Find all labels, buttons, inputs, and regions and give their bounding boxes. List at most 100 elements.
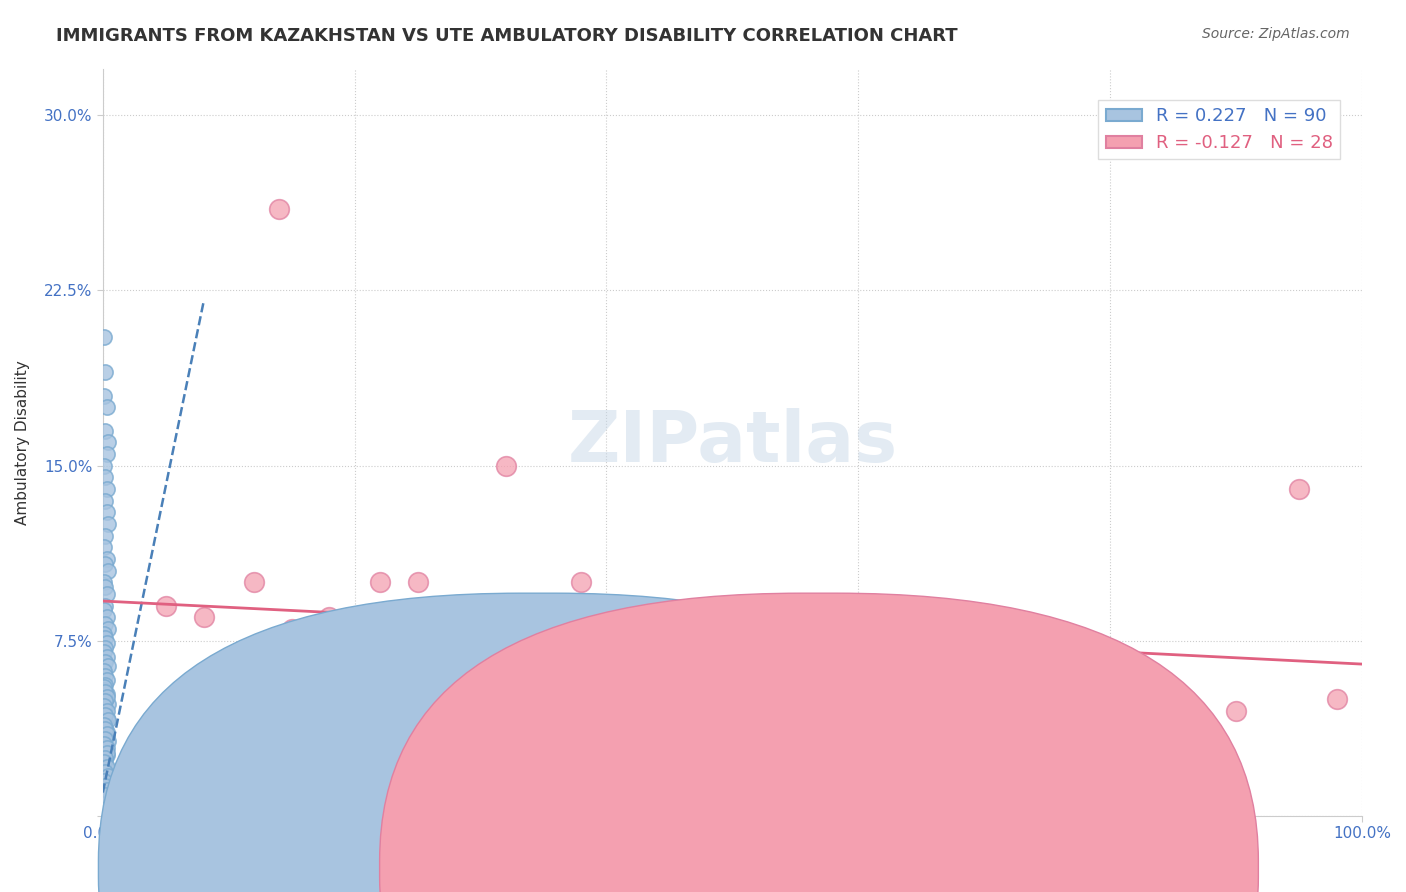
Point (96, 673, 118, 688)
Point (1036, 669, 1059, 683)
Point (97, 697, 120, 711)
Point (368, 575, 391, 590)
Point (96, 724, 118, 739)
Point (97, 734, 120, 748)
Point (569, 575, 592, 590)
Point (94, 528, 117, 542)
Point (94, 764, 117, 779)
Point (93, 757, 115, 772)
Point (93, 755, 115, 769)
Point (96, 636, 118, 650)
Point (94, 731, 117, 746)
Point (1074, 692, 1097, 706)
Point (94, 715, 117, 730)
Point (94, 788, 117, 802)
Point (470, 681, 492, 695)
Point (280, 622, 302, 636)
Point (93, 795, 115, 809)
Point (94, 767, 117, 781)
Point (533, 681, 555, 695)
Point (785, 610, 807, 624)
Point (94, 669, 117, 683)
Point (721, 681, 744, 695)
Point (94, 706, 117, 720)
Point (97, 564, 120, 578)
Point (96, 746, 118, 760)
Point (94, 753, 117, 767)
Point (93, 575, 115, 590)
Point (910, 697, 932, 711)
Point (318, 610, 340, 624)
Point (93, 776, 115, 790)
Point (94, 470, 117, 484)
Point (872, 681, 894, 695)
Point (93, 699, 115, 714)
Point (96, 783, 118, 797)
Point (93, 626, 115, 640)
Point (96, 505, 118, 519)
Point (94, 493, 117, 508)
Point (97, 516, 120, 531)
Point (93, 388, 115, 402)
Point (96, 610, 118, 624)
Point (96, 400, 118, 414)
Point (93, 737, 115, 751)
Point (155, 599, 177, 613)
Point (96, 688, 118, 702)
Point (94, 779, 117, 793)
Text: Ute: Ute (858, 859, 886, 874)
Point (93, 718, 115, 732)
Point (94, 557, 117, 571)
Point (1161, 692, 1184, 706)
Point (93, 603, 115, 617)
Point (94, 743, 117, 757)
Point (96, 587, 118, 601)
Point (94, 780, 117, 795)
Point (973, 692, 995, 706)
Point (96, 748, 118, 763)
Point (495, 458, 517, 473)
Point (696, 669, 718, 683)
Point (94, 692, 117, 706)
Point (96, 650, 118, 665)
Point (93, 681, 115, 695)
Point (94, 632, 117, 646)
Point (93, 739, 115, 753)
Point (96, 482, 118, 496)
Point (96, 552, 118, 566)
Point (620, 599, 643, 613)
Point (96, 762, 118, 776)
Point (97, 809, 120, 823)
Point (96, 447, 118, 461)
Point (96, 760, 118, 774)
Point (96, 786, 118, 800)
Point (193, 610, 215, 624)
Point (94, 708, 117, 723)
Point (406, 575, 429, 590)
Point (96, 741, 118, 756)
Point (269, 202, 291, 216)
Point (94, 580, 117, 594)
Point (93, 458, 115, 473)
Point (93, 682, 115, 697)
Y-axis label: Ambulatory Disability: Ambulatory Disability (15, 359, 30, 524)
Point (96, 690, 118, 704)
Text: ZIPatlas: ZIPatlas (568, 408, 897, 476)
Point (94, 730, 117, 744)
Point (94, 655, 117, 669)
Point (94, 750, 117, 764)
Point (93, 720, 115, 734)
Point (96, 799, 118, 814)
Point (96, 711, 118, 725)
Point (94, 804, 117, 818)
Point (96, 704, 118, 718)
Point (96, 727, 118, 741)
Point (1326, 692, 1348, 706)
Point (94, 424, 117, 438)
Point (1225, 704, 1247, 718)
Point (97, 435, 120, 450)
Point (93, 330, 115, 344)
Text: Source: ZipAtlas.com: Source: ZipAtlas.com (1202, 27, 1350, 41)
Point (243, 575, 266, 590)
Legend: R = 0.227   N = 90, R = -0.127   N = 28: R = 0.227 N = 90, R = -0.127 N = 28 (1098, 100, 1340, 160)
